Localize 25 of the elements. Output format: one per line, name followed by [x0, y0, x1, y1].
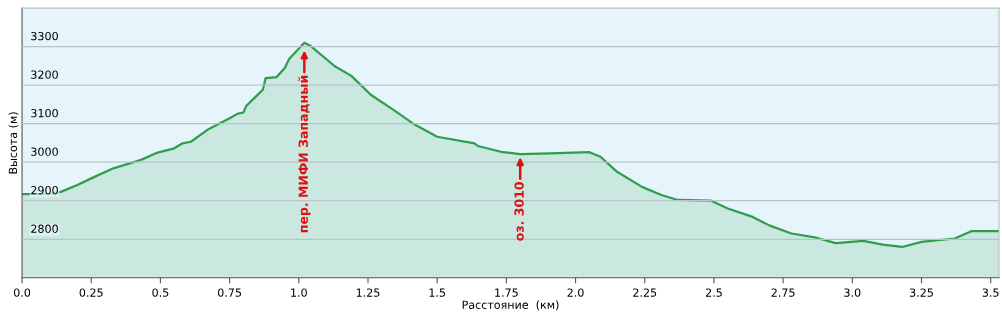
y-tick-label: 3100: [31, 108, 58, 118]
x-tick-label: 0.25: [79, 288, 103, 297]
annotation: пер. МИФИ Западный: [298, 75, 311, 233]
y-axis-title: Высота (м): [8, 112, 19, 174]
y-tick-label: 3200: [31, 70, 58, 79]
y-tick-label: 3000: [31, 147, 58, 156]
x-axis-title: Расстояние (км): [462, 300, 559, 311]
x-tick-label: 1.25: [356, 288, 380, 297]
annotation: оз. 3010: [514, 182, 524, 241]
x-tick-label: 2.0: [567, 288, 584, 297]
x-tick-label: 0.0: [13, 288, 31, 297]
x-tick-label: 0.75: [217, 288, 242, 297]
y-tick-label: 3300: [31, 31, 58, 41]
x-tick-label: 0.5: [152, 288, 169, 297]
x-tick-label: 3.5: [982, 288, 999, 297]
x-tick-label: 3.0: [844, 288, 861, 297]
x-tick-label: 1.0: [291, 288, 307, 297]
x-tick-label: 2.75: [771, 288, 795, 297]
x-tick-label: 1.5: [429, 288, 446, 297]
x-tick-label: 1.75: [495, 288, 518, 297]
x-tick-label: 2.5: [705, 288, 722, 297]
x-tick-label: 3.25: [909, 288, 933, 297]
y-tick-label: 2800: [31, 224, 58, 233]
y-tick-label: 2900: [31, 186, 58, 195]
x-tick-label: 2.25: [633, 288, 657, 297]
